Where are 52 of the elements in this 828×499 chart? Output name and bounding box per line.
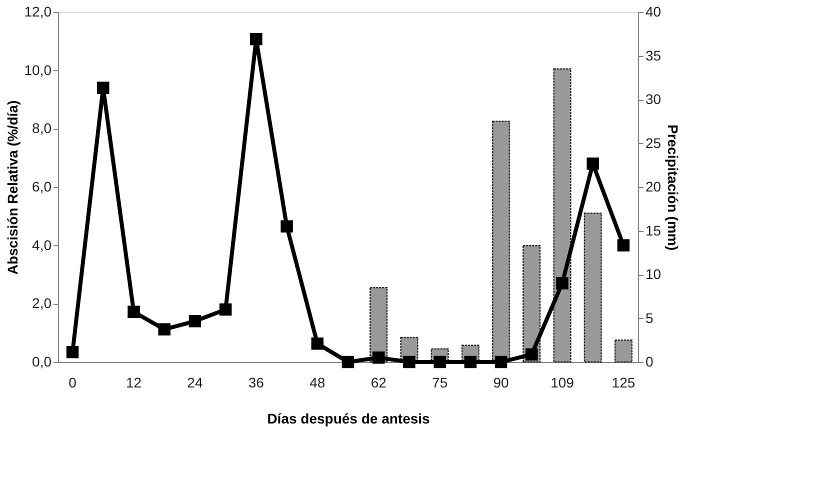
y2-tick-label: 0 <box>646 354 654 370</box>
x-tick-label: 75 <box>432 374 448 390</box>
point <box>128 306 140 318</box>
y2-tick-label: 10 <box>646 266 662 282</box>
point <box>219 303 232 316</box>
x-tick-label: 109 <box>550 374 574 390</box>
point <box>464 356 477 368</box>
point <box>434 356 446 368</box>
point <box>188 315 202 328</box>
point <box>586 158 599 170</box>
y-tick-label: 2,0 <box>32 295 52 312</box>
point <box>250 33 262 46</box>
x-tick-label: 12 <box>126 374 142 390</box>
y2-tick-label: 5 <box>646 310 654 326</box>
point <box>311 338 324 350</box>
x-tick-label: 24 <box>187 374 203 390</box>
y-tick-label: 0,0 <box>32 354 52 370</box>
point <box>66 346 79 358</box>
point <box>342 356 354 368</box>
y-tick-label: 12,0 <box>24 4 52 20</box>
point <box>97 82 110 94</box>
y2-tick-label: 20 <box>646 178 662 194</box>
point <box>556 277 568 290</box>
point <box>494 356 508 368</box>
x-tick-label: 125 <box>612 374 636 390</box>
y2-tick-label: 15 <box>646 222 662 238</box>
x-tick-label: 90 <box>493 374 510 390</box>
y2-tick-label: 35 <box>646 47 662 64</box>
point <box>617 239 630 252</box>
x-tick-label: 48 <box>310 374 326 390</box>
bar <box>614 340 632 363</box>
point <box>280 220 293 232</box>
x-tick-label: 62 <box>370 374 387 390</box>
y-tick-label: 8,0 <box>32 120 52 136</box>
y2-tick-label: 40 <box>646 4 662 20</box>
y-tick-label: 6,0 <box>32 178 52 194</box>
y2-tick-label: 25 <box>646 134 662 151</box>
bar <box>584 212 602 363</box>
y-tick-label: 4,0 <box>32 236 52 253</box>
bar <box>492 120 510 363</box>
point <box>403 356 416 368</box>
x-tick-label: 36 <box>248 374 264 390</box>
y-axis-title: Abscisión Relativa (%/día) <box>4 100 20 275</box>
y-tick-label: 10,0 <box>24 62 52 78</box>
x-axis-title: Días después de antesis <box>267 410 430 426</box>
point <box>526 348 538 361</box>
point <box>372 352 385 364</box>
y2-tick-label: 30 <box>646 91 662 107</box>
bar <box>553 68 572 363</box>
x-tick-label: 0 <box>68 374 77 390</box>
y2-axis-title: Precipitación (mm) <box>665 124 682 251</box>
point <box>158 323 170 336</box>
